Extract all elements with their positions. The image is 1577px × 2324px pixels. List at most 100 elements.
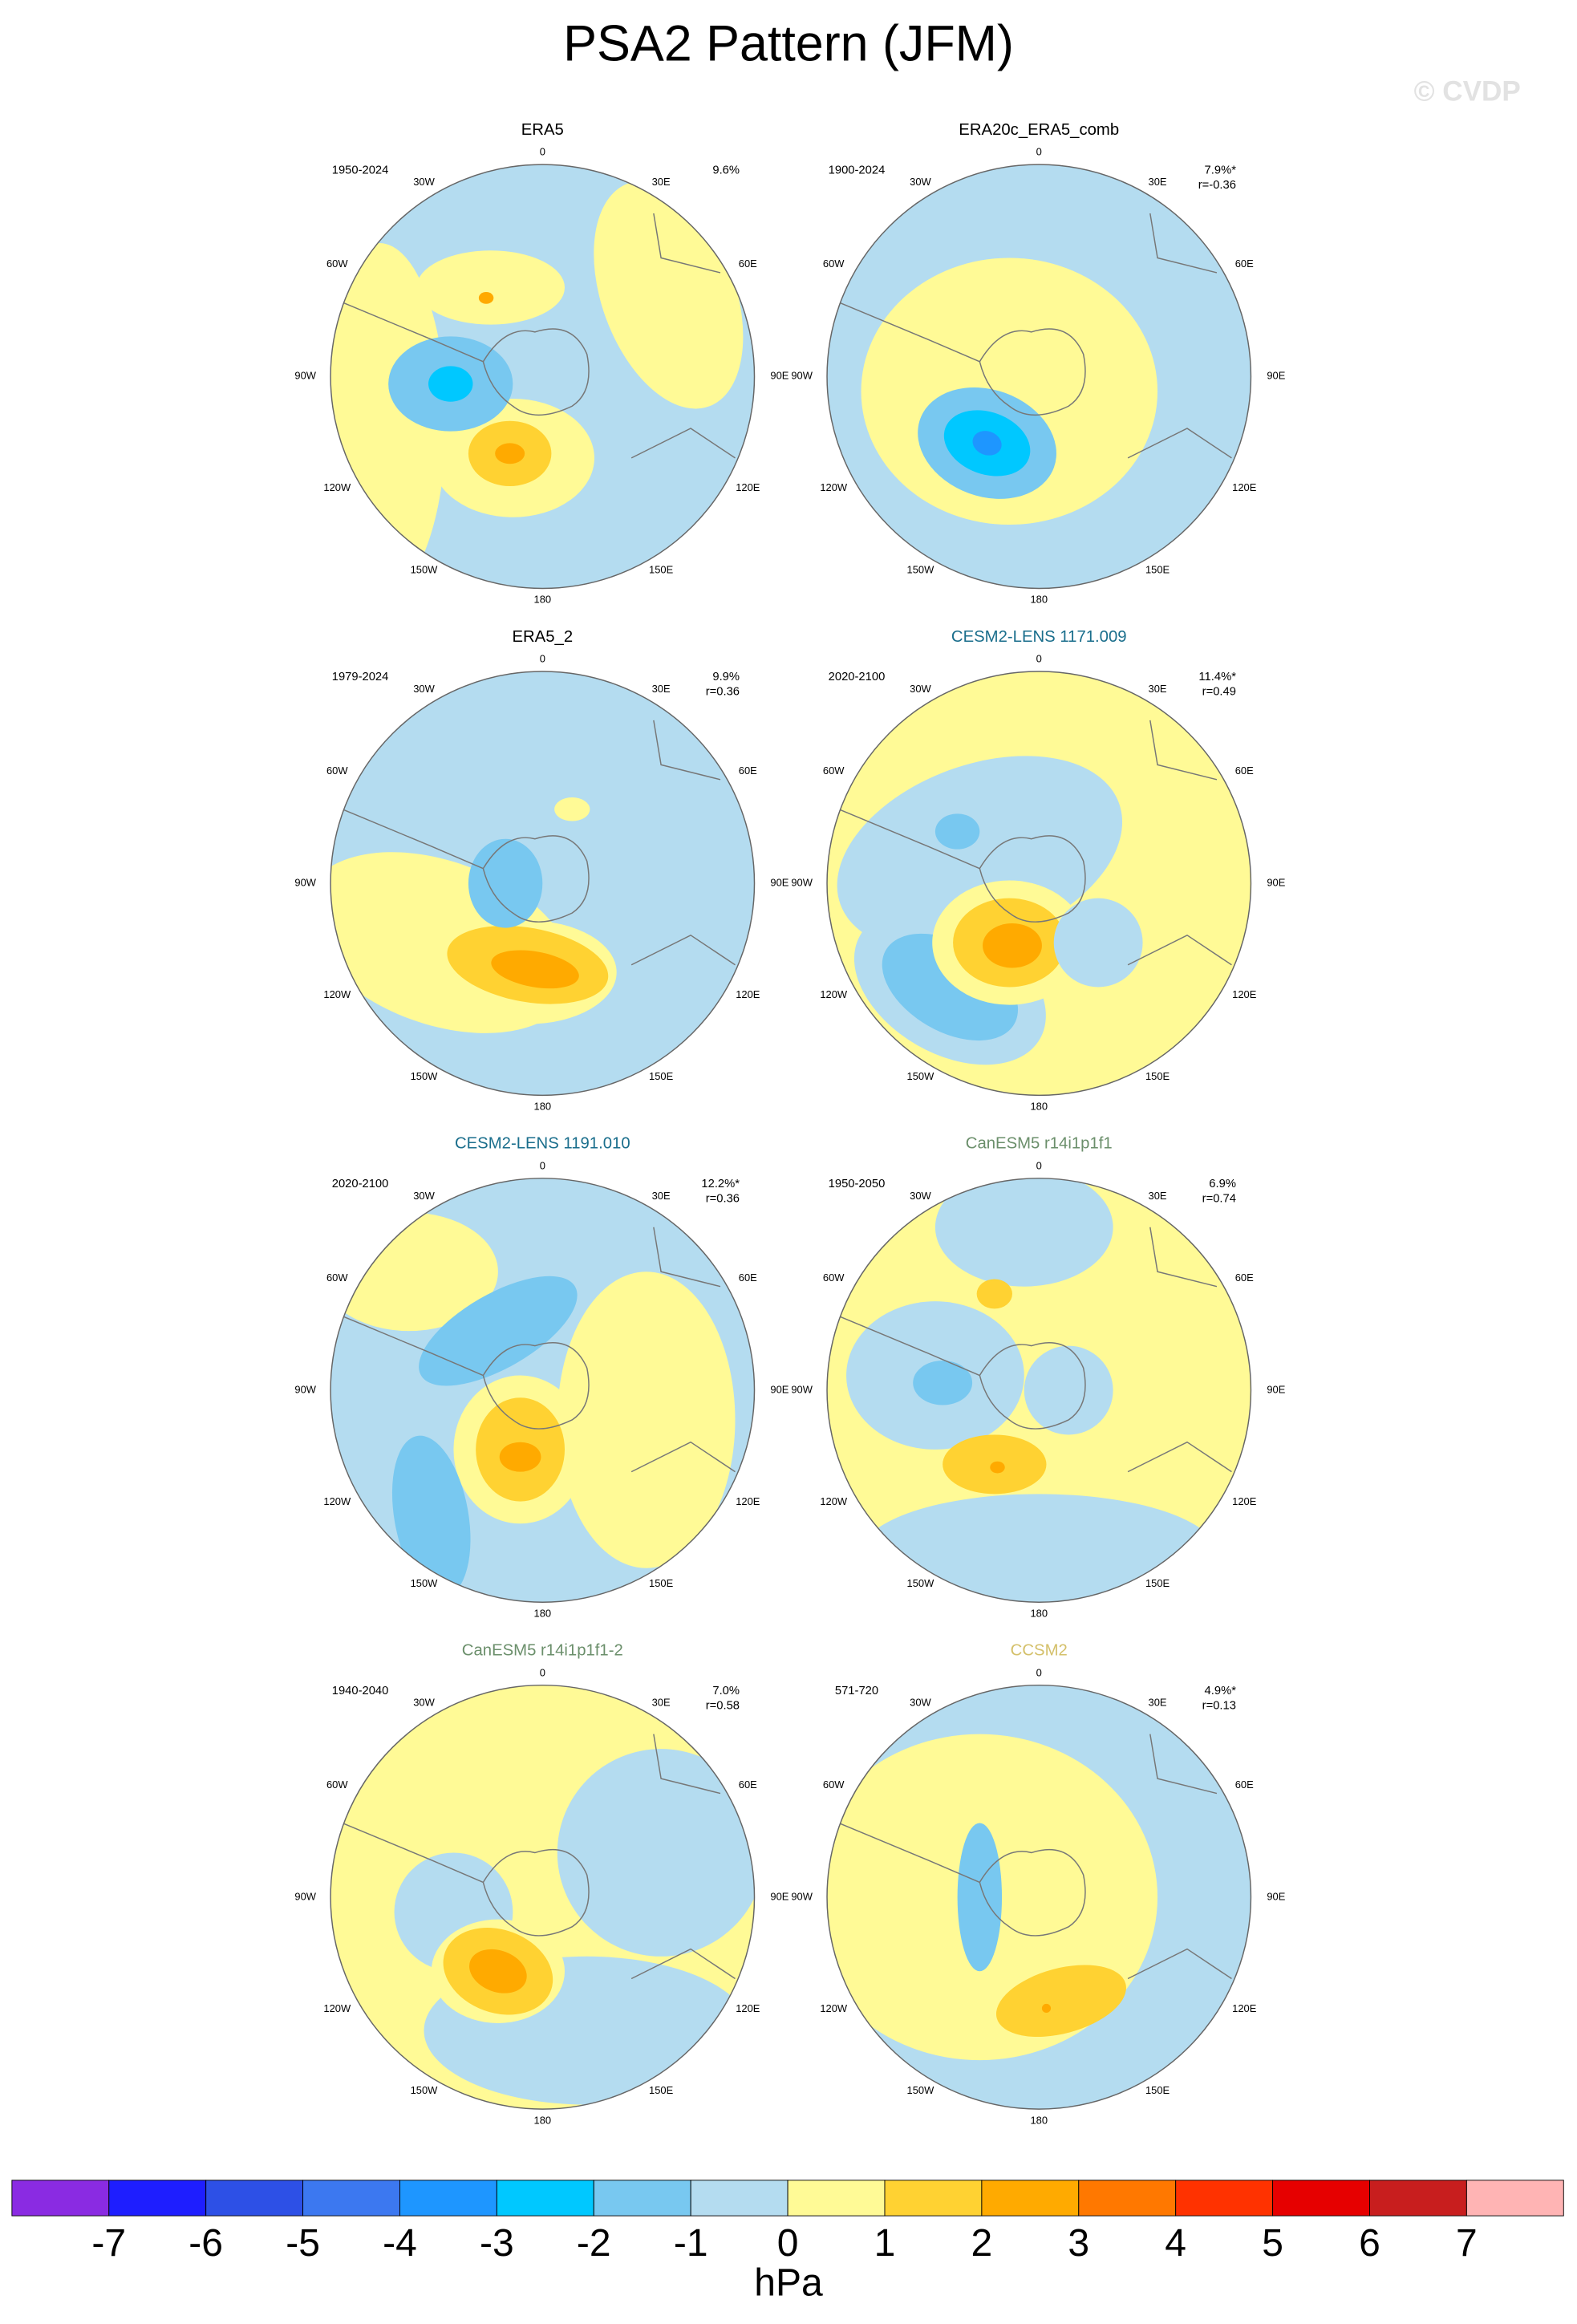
colorbar-box xyxy=(884,2180,983,2217)
longitude-label: 90W xyxy=(791,877,813,889)
map-border xyxy=(826,671,1252,1097)
colorbar-tick-label: -2 xyxy=(577,2222,611,2265)
colorbar-tick-label: -6 xyxy=(189,2222,223,2265)
longitude-label: 120W xyxy=(820,1495,848,1507)
panel-title: CESM2-LENS 1171.009 xyxy=(951,628,1127,646)
contour-region xyxy=(983,923,1042,968)
coastline xyxy=(838,720,1232,966)
coastline xyxy=(838,213,1232,459)
longitude-label: 60E xyxy=(739,258,757,270)
longitude-label: 120E xyxy=(1232,2002,1257,2014)
map-border xyxy=(330,1684,756,2110)
colorbar-tick-label: 2 xyxy=(971,2222,993,2265)
map-fill xyxy=(330,671,755,1096)
longitude-label: 90E xyxy=(770,1890,788,1902)
map-border xyxy=(330,164,756,590)
longitude-label: 90E xyxy=(770,370,788,382)
colorbar-box xyxy=(593,2180,691,2217)
contour-region xyxy=(478,291,494,304)
colorbar-tick-label: -4 xyxy=(383,2222,417,2265)
period-label: 2020-2100 xyxy=(332,1178,389,1190)
contour-region xyxy=(469,1949,527,1993)
panel-title: CESM2-LENS 1191.010 xyxy=(455,1135,630,1153)
longitude-label: 120W xyxy=(820,988,848,1000)
longitude-label: 120E xyxy=(736,481,760,493)
map-border xyxy=(330,1178,756,1603)
longitude-label: 90W xyxy=(294,1383,316,1395)
contour-region xyxy=(861,1494,1217,1603)
contour-region xyxy=(468,838,543,928)
longitude-label: 180 xyxy=(534,1101,552,1113)
colorbar-tick-label: 4 xyxy=(1165,2222,1186,2265)
contour-region xyxy=(990,1461,1005,1474)
longitude-label: 60W xyxy=(823,258,845,270)
longitude-label: 60E xyxy=(1235,1778,1254,1791)
figure-title: PSA2 Pattern (JFM) xyxy=(563,16,1014,72)
longitude-label: 120W xyxy=(323,2002,351,2014)
contour-region xyxy=(957,1823,1003,1972)
colorbar-unit: hPa xyxy=(754,2262,823,2305)
panel-title: CanESM5 r14i1p1f1 xyxy=(966,1135,1113,1153)
longitude-label: 90W xyxy=(294,877,316,889)
period-label: 1940-2040 xyxy=(332,1685,389,1697)
longitude-label: 0 xyxy=(1036,146,1042,158)
longitude-label: 150W xyxy=(907,2084,935,2096)
longitude-label: 60W xyxy=(326,1778,348,1791)
colorbar-tick-label: -7 xyxy=(91,2222,126,2265)
contour-region xyxy=(495,443,525,464)
longitude-label: 60E xyxy=(1235,258,1254,270)
coastline xyxy=(342,1227,736,1473)
colorbar-box xyxy=(787,2180,886,2217)
longitude-label: 150W xyxy=(907,1577,935,1589)
longitude-label: 30W xyxy=(910,1190,931,1202)
longitude-label: 90E xyxy=(1267,1890,1285,1902)
contour-region xyxy=(557,1272,736,1568)
contour-region xyxy=(428,366,473,402)
colorbar-box xyxy=(496,2180,594,2217)
correlation-label: r=0.49 xyxy=(1202,686,1236,699)
longitude-label: 90W xyxy=(791,1890,813,1902)
colorbar-tick-label: 3 xyxy=(1068,2222,1089,2265)
longitude-label: 120E xyxy=(736,1495,760,1507)
correlation-label: r=0.36 xyxy=(706,686,740,699)
longitude-label: 150W xyxy=(907,1070,935,1082)
coastline xyxy=(838,1227,1232,1473)
longitude-label: 150E xyxy=(649,1070,674,1082)
longitude-label: 0 xyxy=(1036,653,1042,665)
longitude-label: 120W xyxy=(820,481,848,493)
longitude-label: 60W xyxy=(823,1778,845,1791)
colorbar-tick-label: 7 xyxy=(1456,2222,1478,2265)
percent-label: 9.9% xyxy=(712,671,740,683)
longitude-label: 0 xyxy=(1036,1159,1042,1171)
longitude-label: 60E xyxy=(1235,1272,1254,1284)
colorbar-box xyxy=(1175,2180,1274,2217)
longitude-label: 120W xyxy=(820,2002,848,2014)
longitude-label: 180 xyxy=(534,2114,552,2126)
longitude-label: 60W xyxy=(326,765,348,777)
longitude-label: 120E xyxy=(1232,481,1257,493)
map-fill xyxy=(827,1178,1251,1603)
longitude-label: 120W xyxy=(323,988,351,1000)
longitude-label: 30E xyxy=(652,176,671,188)
longitude-label: 30W xyxy=(910,1697,931,1709)
longitude-label: 30E xyxy=(1149,176,1167,188)
map-border xyxy=(826,164,1252,590)
longitude-label: 150W xyxy=(411,2084,439,2096)
longitude-label: 150E xyxy=(649,563,674,575)
percent-label: 12.2%* xyxy=(701,1178,740,1190)
longitude-label: 90W xyxy=(294,1890,316,1902)
colorbar-box xyxy=(302,2180,400,2217)
period-label: 1950-2050 xyxy=(829,1178,886,1190)
colorbar-box xyxy=(399,2180,497,2217)
map-panel: CESM2-LENS 1191.010 2020-2100 12.2%* r=0.36… xyxy=(294,1135,788,1620)
longitude-label: 120E xyxy=(736,2002,760,2014)
longitude-label: 30W xyxy=(413,683,435,695)
colorbar-box xyxy=(981,2180,1080,2217)
longitude-label: 30E xyxy=(1149,1190,1167,1202)
map-panel: ERA20c_ERA5_comb 1900-2024 7.9%* r=-0.36 0 30… xyxy=(791,121,1285,606)
map-panel: CESM2-LENS 1171.009 2020-2100 11.4%* r=0.49… xyxy=(791,628,1285,1113)
longitude-label: 150W xyxy=(411,1070,439,1082)
map-panel: CanESM5 r14i1p1f1 1950-2050 6.9% r=0.74 0 30E… xyxy=(791,1135,1285,1620)
contour-region xyxy=(557,1749,755,1957)
correlation-label: r=0.36 xyxy=(706,1193,740,1206)
